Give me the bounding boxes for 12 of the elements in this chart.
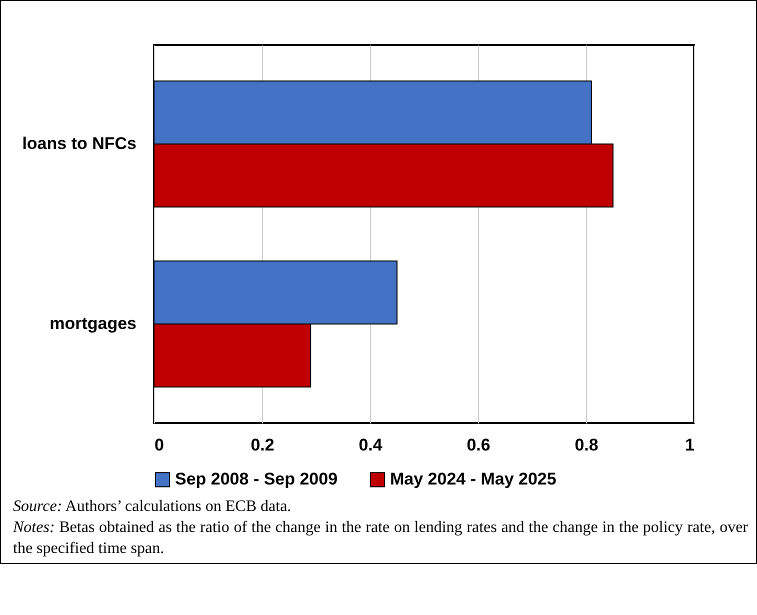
source-note: Source: Authors’ calculations on ECB data. xyxy=(13,497,292,517)
x-tick-label: 0.2 xyxy=(250,436,274,454)
x-tick-label: 0.4 xyxy=(358,436,383,454)
x-tick-label: 1 xyxy=(685,436,694,454)
x-tick-label: 0.8 xyxy=(574,436,598,454)
legend-label: Sep 2008 - Sep 2009 xyxy=(175,470,338,489)
x-tick-label: 0 xyxy=(154,436,164,454)
x-tick-label: 0.6 xyxy=(466,436,490,454)
y-tick-label: loans to NFCs xyxy=(22,134,136,153)
text: Notes: Betas obtained as the ratio of the change in the rate on lending rates and the change in the policy rate, over the specified time span. xyxy=(13,518,748,559)
y-tick-label: mortgages xyxy=(50,314,136,333)
legend-label: May 2024 - May 2025 xyxy=(390,470,556,489)
